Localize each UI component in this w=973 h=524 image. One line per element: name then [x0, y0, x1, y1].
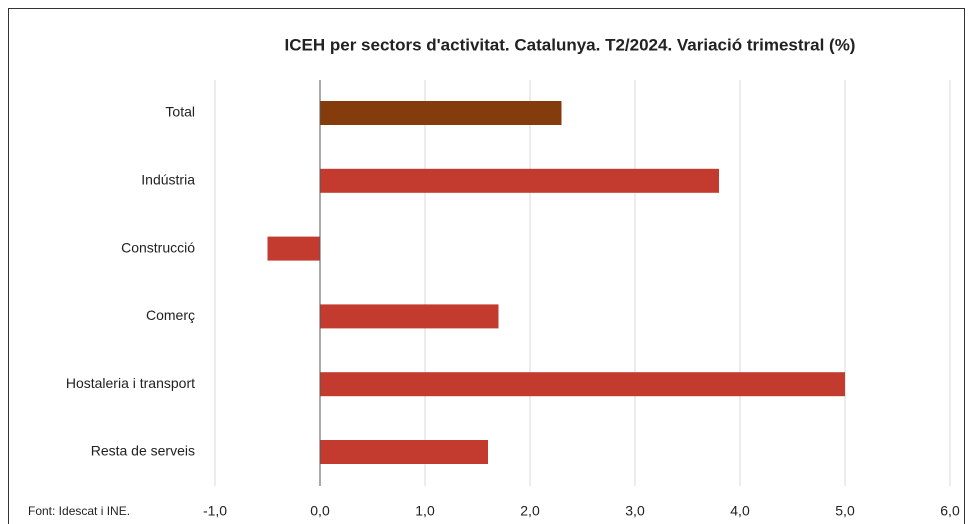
bar [320, 372, 845, 397]
x-tick-label: 0,0 [310, 503, 330, 519]
x-tick-label: 6,0 [940, 503, 960, 519]
y-tick-label: Indústria [141, 172, 195, 188]
y-tick-label: Construcció [121, 239, 195, 255]
x-tick-label: -1,0 [203, 503, 227, 519]
frame [8, 8, 965, 524]
x-tick-label: 2,0 [520, 503, 540, 519]
x-tick-label: 5,0 [835, 503, 855, 519]
x-tick-label: 4,0 [730, 503, 750, 519]
y-tick-label: Total [165, 104, 195, 120]
bar [320, 304, 499, 329]
y-tick-label: Comerç [146, 307, 195, 323]
bar [320, 440, 488, 464]
bar [267, 236, 320, 261]
y-tick-label: Hostaleria i transport [66, 375, 195, 391]
source-note: Font: Idescat i INE. [28, 504, 130, 518]
x-tick-label: 3,0 [625, 503, 645, 519]
bar [320, 101, 562, 125]
x-tick-label: 1,0 [415, 503, 435, 519]
chart-title: ICEH per sectors d'activitat. Catalunya.… [285, 35, 856, 54]
bar [320, 168, 719, 193]
y-tick-label: Resta de serveis [91, 443, 195, 459]
